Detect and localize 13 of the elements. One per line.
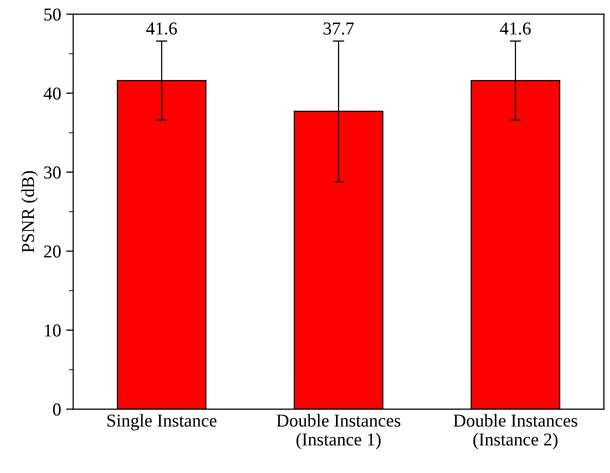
annotation: 37.7: [324, 22, 354, 35]
x-tick-label: Single Instance: [107, 414, 216, 430]
y-tick-label: 50: [44, 8, 61, 21]
annotation: 41.6: [500, 22, 531, 35]
y-tick-label: 10: [44, 324, 61, 337]
y-tick-label: 40: [44, 87, 61, 100]
y-tick-label: 0: [53, 403, 61, 416]
y-tick-label: 20: [44, 245, 61, 258]
annotation: 41.6: [146, 22, 177, 35]
x-tick-label: Double Instances (Instance 2): [454, 414, 578, 450]
y-tick-label: 30: [44, 166, 61, 179]
y-axis-title: PSNR (dB): [21, 171, 38, 253]
x-tick-label: Double Instances (Instance 1): [276, 414, 400, 450]
